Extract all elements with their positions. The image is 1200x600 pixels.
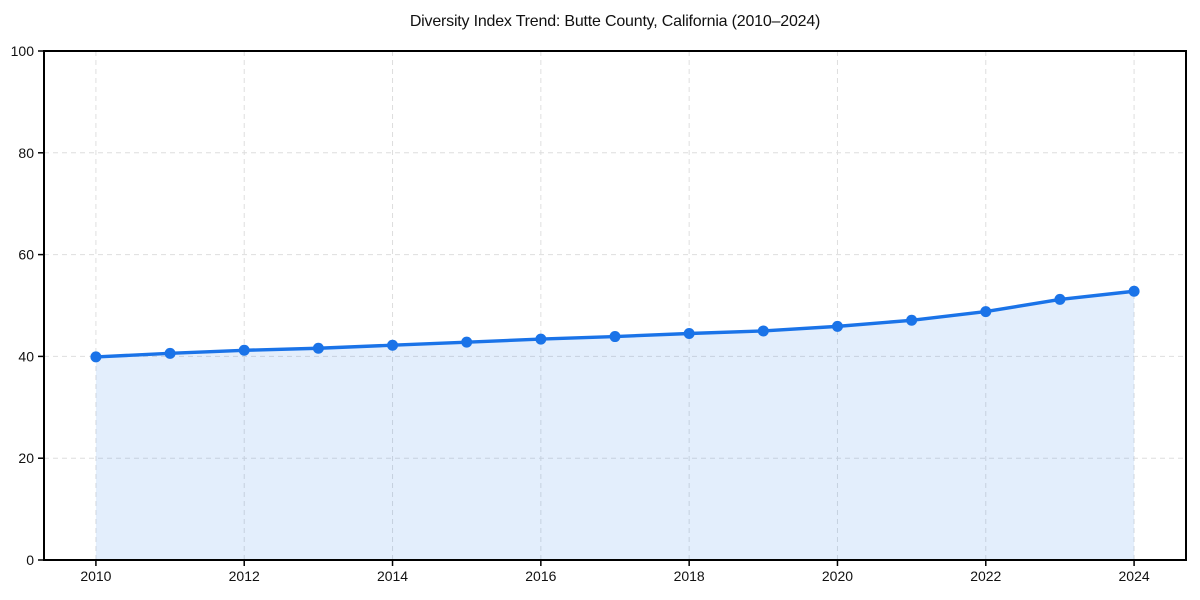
y-tick-label: 80 (18, 145, 34, 161)
data-point-2016 (535, 333, 547, 345)
plot-border (43, 50, 1187, 561)
x-tick-label: 2010 (80, 568, 111, 584)
data-point-2012 (238, 344, 250, 356)
data-point-2022 (980, 306, 992, 318)
data-point-2014 (387, 339, 399, 351)
y-tick-label: 0 (26, 552, 34, 568)
y-tick-label: 60 (18, 247, 34, 263)
data-point-2017 (609, 331, 621, 343)
x-tick-label: 2020 (822, 568, 853, 584)
data-point-2024 (1128, 285, 1140, 297)
x-tick-label: 2024 (1119, 568, 1150, 584)
y-tick-label: 40 (18, 348, 34, 364)
x-tick-label: 2012 (229, 568, 260, 584)
data-point-2015 (461, 336, 473, 348)
x-tick-label: 2016 (525, 568, 556, 584)
area-fill (95, 291, 1135, 560)
y-tick-label: 20 (18, 450, 34, 466)
data-point-2011 (164, 347, 176, 359)
x-tick-label: 2018 (674, 568, 705, 584)
data-point-2018 (683, 327, 695, 339)
x-tick-label: 2022 (970, 568, 1001, 584)
data-point-2023 (1054, 293, 1066, 305)
data-point-2013 (312, 342, 324, 354)
chart-title: Diversity Index Trend: Butte County, Cal… (409, 13, 821, 30)
data-point-2020 (831, 320, 843, 332)
data-point-2010 (90, 351, 102, 363)
y-tick-label: 100 (11, 43, 35, 59)
data-point-2019 (757, 325, 769, 337)
data-point-2021 (906, 314, 918, 326)
x-tick-label: 2014 (377, 568, 408, 584)
